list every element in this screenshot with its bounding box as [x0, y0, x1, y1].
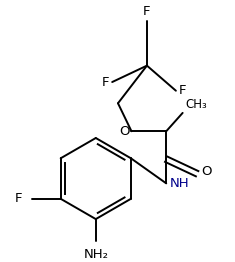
Text: O: O [119, 125, 129, 138]
Text: NH₂: NH₂ [83, 248, 108, 261]
Text: NH: NH [170, 177, 190, 190]
Text: F: F [102, 75, 109, 89]
Text: F: F [179, 84, 186, 97]
Text: F: F [15, 192, 22, 205]
Text: F: F [143, 5, 151, 18]
Text: O: O [201, 165, 212, 178]
Text: CH₃: CH₃ [186, 98, 207, 111]
